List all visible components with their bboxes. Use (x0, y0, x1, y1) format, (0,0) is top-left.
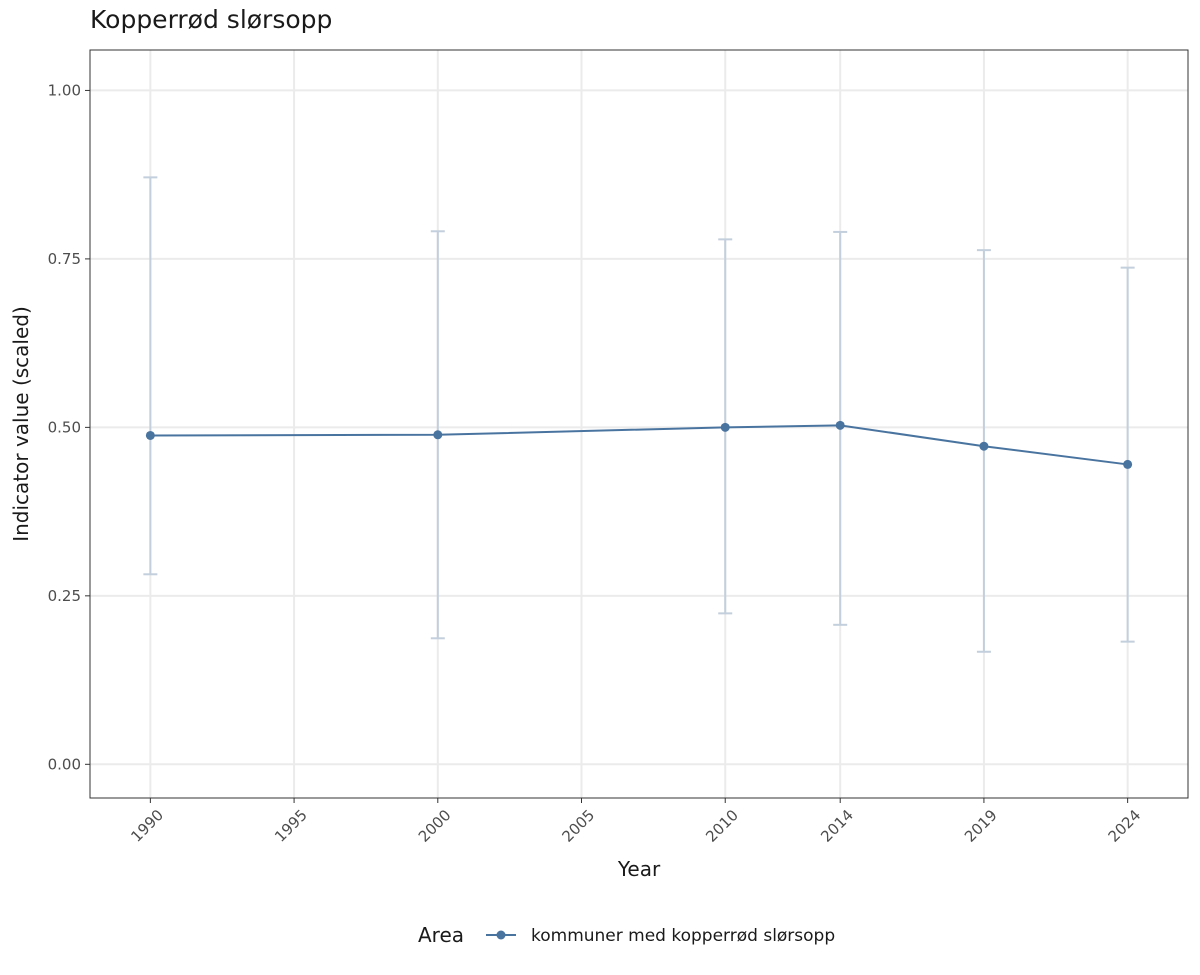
data-point (979, 441, 989, 451)
error-bars (143, 176, 1135, 653)
series-line (150, 424, 1128, 466)
legend-label: kommuner med kopperrød slørsopp (531, 926, 835, 946)
x-axis-title: Year (617, 857, 661, 881)
x-tick-label: 1990 (127, 806, 167, 846)
y-tick-label: 0.75 (48, 250, 81, 268)
x-tick-label: 1995 (271, 806, 311, 846)
data-point (720, 422, 730, 432)
y-tick-label: 0.00 (48, 755, 81, 773)
y-tick-labels: 0.00 0.25 0.50 0.75 1.00 (48, 81, 81, 773)
x-tick-labels: 1990 1995 2000 2005 2010 2014 2019 2024 (127, 806, 1144, 846)
y-tick-label: 0.50 (48, 418, 81, 436)
legend-title: Area (418, 923, 464, 947)
x-tick-label: 2010 (702, 806, 742, 846)
y-axis-title: Indicator value (scaled) (9, 306, 33, 542)
chart-title: Kopperrød slørsopp (90, 5, 333, 34)
data-point (1123, 459, 1133, 469)
x-tick-label: 2014 (817, 806, 857, 846)
y-tick-label: 0.25 (48, 587, 81, 605)
series-layer (145, 420, 1133, 469)
data-point (835, 420, 845, 430)
y-tick-label: 1.00 (48, 81, 81, 99)
x-tick-label: 2000 (415, 806, 455, 846)
x-tick-label: 2019 (961, 806, 1001, 846)
data-point (433, 430, 443, 440)
data-point (145, 430, 155, 440)
legend-key-point (496, 930, 506, 940)
legend: Area kommuner med kopperrød slørsopp (418, 923, 835, 947)
x-tick-label: 2024 (1105, 806, 1145, 846)
panel-border (89, 49, 1189, 799)
x-tick-label: 2005 (559, 806, 599, 846)
grid-lines (90, 50, 1188, 798)
axis-ticks (85, 89, 1129, 803)
